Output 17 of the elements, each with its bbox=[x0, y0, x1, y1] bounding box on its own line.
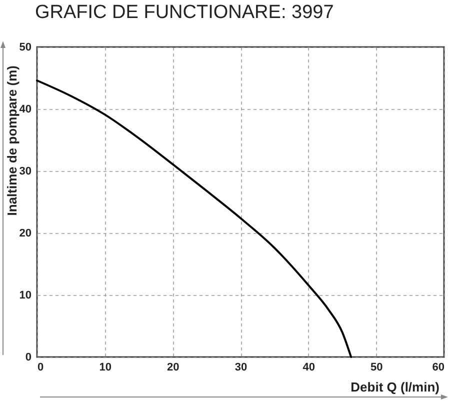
x-tick-label: 20 bbox=[167, 362, 180, 374]
x-tick-label: 30 bbox=[234, 362, 248, 374]
y-axis-title: Inaltime de pompare (m) bbox=[4, 66, 20, 216]
x-axis-title: Debit Q (l/min) bbox=[350, 380, 440, 394]
y-tick-label: 0 bbox=[25, 352, 32, 364]
y-tick-label: 20 bbox=[19, 228, 32, 240]
y-tick-label: 10 bbox=[19, 290, 32, 302]
x-tick-label: 10 bbox=[99, 362, 112, 374]
chart-title: GRAFIC DE FUNCTIONARE: 3997 bbox=[35, 2, 334, 23]
x-tick-label: 50 bbox=[370, 362, 383, 374]
y-tick-label: 30 bbox=[19, 166, 32, 178]
x-tick-label: 0 bbox=[38, 362, 44, 374]
x-tick-label: 40 bbox=[302, 362, 315, 374]
y-tick-label: 50 bbox=[19, 42, 32, 54]
x-tick-label: 60 bbox=[432, 362, 444, 374]
line-series bbox=[36, 79, 352, 358]
y-tick-label: 40 bbox=[19, 104, 32, 116]
